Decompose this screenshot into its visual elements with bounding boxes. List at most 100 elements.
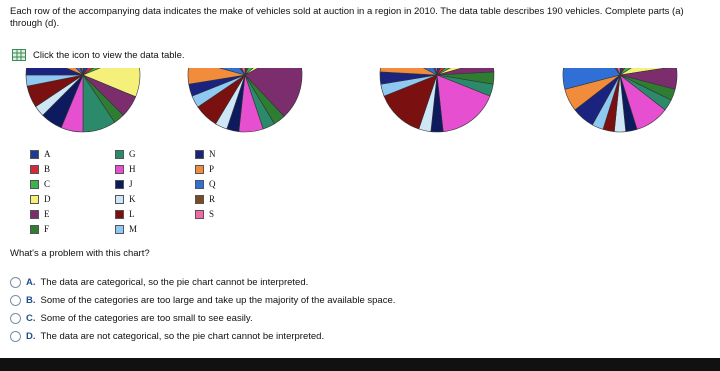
- pie-images: [25, 68, 678, 133]
- legend-label: D: [44, 194, 51, 204]
- legend-swatch: [30, 149, 39, 159]
- legend-item: S: [195, 208, 214, 220]
- legend-item: C: [30, 178, 50, 190]
- pie-slice: [619, 68, 624, 76]
- option-text: The data are not categorical, so the pie…: [40, 331, 325, 342]
- legend-label: Q: [209, 179, 216, 189]
- legend-swatch: [115, 209, 124, 219]
- pie-slice: [423, 68, 438, 76]
- option-text: Some of the categories are too small to …: [40, 313, 253, 324]
- pie-slice: [562, 68, 621, 90]
- pie-slice: [244, 68, 249, 76]
- legend-swatch: [195, 164, 204, 174]
- legend-label: G: [129, 149, 136, 159]
- radio-button[interactable]: [10, 331, 21, 342]
- radio-button[interactable]: [10, 313, 21, 324]
- legend-item: K: [115, 193, 136, 205]
- pie-slice: [244, 68, 303, 117]
- legend-item: P: [195, 163, 214, 175]
- pie-slice: [75, 68, 84, 76]
- legend-label: C: [44, 179, 51, 189]
- pie-slice: [239, 68, 246, 76]
- legend-item: F: [30, 223, 49, 235]
- data-table-link[interactable]: Click the icon to view the data table.: [33, 50, 185, 61]
- option-letter: D.: [26, 331, 36, 342]
- pie-slice: [619, 68, 668, 76]
- prompt-line: through (d).: [10, 18, 60, 29]
- pie-slice: [187, 68, 246, 85]
- option-letter: B.: [26, 295, 36, 306]
- pie-slice: [619, 68, 632, 76]
- legend-label: A: [44, 149, 51, 159]
- legend-item: A: [30, 148, 51, 160]
- pie-slice: [614, 68, 621, 76]
- pie-slice: [218, 68, 246, 76]
- question: What's a problem with this chart?: [10, 248, 150, 259]
- legend-swatch: [115, 164, 124, 174]
- legend-swatch: [115, 194, 124, 204]
- legend-swatch: [195, 194, 204, 204]
- legend-label: P: [209, 164, 215, 174]
- legend-item: M: [115, 223, 137, 235]
- legend-item: L: [115, 208, 135, 220]
- pie-slice: [79, 68, 84, 76]
- legend-label: B: [44, 164, 51, 174]
- pie-slice: [379, 68, 438, 76]
- option-letter: A.: [26, 277, 36, 288]
- legend-item: G: [115, 148, 136, 160]
- pie-slice: [82, 68, 95, 76]
- legend-label: M: [129, 224, 138, 234]
- answer-option[interactable]: C. Some of the categories are too small t…: [10, 313, 253, 324]
- pie-slice: [436, 74, 491, 132]
- pie-slice: [241, 68, 246, 76]
- table-icon[interactable]: [12, 49, 26, 61]
- answer-option[interactable]: B. Some of the categories are too large a…: [10, 295, 395, 306]
- pie-slice: [244, 68, 247, 76]
- legend-swatch: [30, 164, 39, 174]
- option-text: Some of the categories are too large and…: [40, 295, 396, 306]
- answer-option[interactable]: D. The data are not categorical, so the p…: [10, 331, 324, 342]
- legend-label: N: [209, 149, 216, 159]
- bottom-bar: [0, 358, 720, 371]
- legend-swatch: [115, 149, 124, 159]
- legend-item: Q: [195, 178, 216, 190]
- prompt-line: Each row of the accompanying data indica…: [10, 6, 684, 17]
- pie-slice: [436, 68, 441, 76]
- legend-swatch: [195, 209, 204, 219]
- legend-swatch: [195, 149, 204, 159]
- pie-slice: [82, 68, 89, 76]
- legend-swatch: [30, 179, 39, 189]
- pie-slice: [616, 68, 621, 76]
- legend-swatch: [115, 224, 124, 234]
- legend-label: E: [44, 209, 50, 219]
- pie-slice: [25, 68, 84, 76]
- legend-swatch: [195, 179, 204, 189]
- legend-item: J: [115, 178, 133, 190]
- pie-slice: [81, 68, 84, 76]
- legend-label: F: [44, 224, 50, 234]
- legend-label: R: [209, 194, 216, 204]
- option-text: The data are categorical, so the pie cha…: [40, 277, 309, 288]
- legend-swatch: [30, 194, 39, 204]
- legend-swatch: [115, 179, 124, 189]
- legend-label: J: [129, 179, 133, 189]
- pie-slice: [435, 68, 438, 76]
- radio-button[interactable]: [10, 295, 21, 306]
- pie-slice: [244, 68, 254, 76]
- legend-label: H: [129, 164, 136, 174]
- pie-slice: [65, 68, 84, 76]
- answer-option[interactable]: A. The data are categorical, so the pie c…: [10, 277, 308, 288]
- radio-button[interactable]: [10, 277, 21, 288]
- legend-item: H: [115, 163, 136, 175]
- legend-swatch: [30, 209, 39, 219]
- legend-item: B: [30, 163, 50, 175]
- pie-slice: [619, 68, 626, 76]
- pie-slice: [436, 68, 446, 76]
- pie-slice: [433, 68, 438, 76]
- legend-item: E: [30, 208, 50, 220]
- legend-label: K: [129, 194, 136, 204]
- legend-item: R: [195, 193, 215, 205]
- legend-swatch: [30, 224, 39, 234]
- option-letter: C.: [26, 313, 36, 324]
